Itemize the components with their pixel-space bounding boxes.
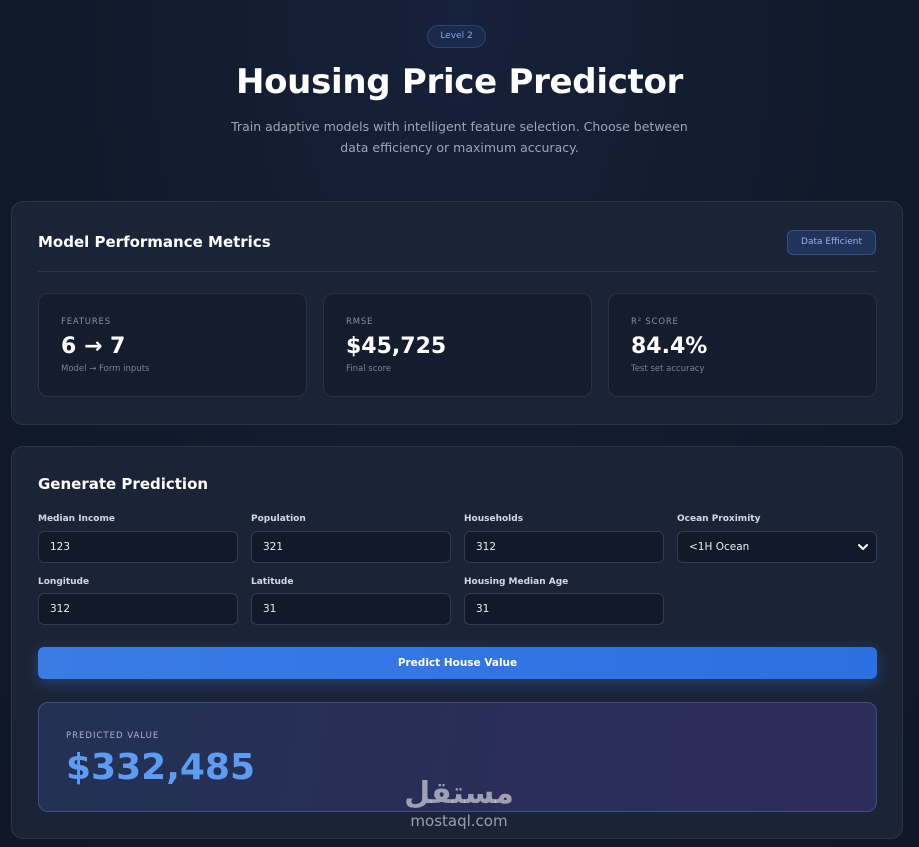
level-badge: Level 2 [427,25,486,48]
metric-label: FEATURES [61,317,111,327]
metric-note: Final score [346,364,392,374]
watermark: مستقل mostaql.com [400,776,518,830]
metrics-divider [38,271,876,272]
ocean-proximity-select[interactable]: <1H Ocean [677,531,877,563]
median-income-input[interactable]: 123 [38,531,238,563]
metric-rmse: RMSE $45,725 Final score [323,293,592,397]
metric-label: RMSE [346,317,374,327]
page-title: Housing Price Predictor [235,62,684,102]
longitude-label: Longitude [38,577,90,587]
metric-value: 84.4% [631,334,708,359]
ocean-proximity-value: <1H Ocean [689,541,750,553]
mode-badge: Data Efficient [787,230,876,255]
latitude-input[interactable]: 31 [251,593,451,625]
page-subtitle: Train adaptive models with intelligent f… [231,119,688,155]
households-input[interactable]: 312 [464,531,664,563]
result-label: PREDICTED VALUE [66,731,160,741]
population-label: Population [251,514,306,524]
prediction-card: Generate Prediction Median Income 123 Po… [11,446,903,839]
watermark-latin: mostaql.com [410,812,508,830]
chevron-down-icon [858,544,868,550]
metric-label: R² SCORE [631,317,679,327]
population-input[interactable]: 321 [251,531,451,563]
median-income-label: Median Income [38,514,115,524]
predict-button[interactable]: Predict House Value [38,647,877,679]
latitude-label: Latitude [251,577,294,587]
households-label: Households [464,514,524,524]
metrics-card: Model Performance Metrics Data Efficient… [11,201,903,425]
watermark-arabic: مستقل [404,776,514,811]
metric-value: 6 → 7 [61,334,126,359]
metric-note: Test set accuracy [631,364,705,374]
prediction-result: PREDICTED VALUE $332,485 [38,702,877,812]
result-value: $332,485 [66,747,256,788]
housing-median-age-label: Housing Median Age [464,577,569,587]
metric-features: FEATURES 6 → 7 Model → Form inputs [38,293,307,397]
ocean-proximity-label: Ocean Proximity [677,514,761,524]
longitude-input[interactable]: 312 [38,593,238,625]
metric-r2: R² SCORE 84.4% Test set accuracy [608,293,877,397]
metrics-title: Model Performance Metrics [38,233,271,251]
prediction-title: Generate Prediction [38,475,209,493]
metric-note: Model → Form inputs [61,364,150,374]
housing-median-age-input[interactable]: 31 [464,593,664,625]
metric-value: $45,725 [346,334,447,359]
